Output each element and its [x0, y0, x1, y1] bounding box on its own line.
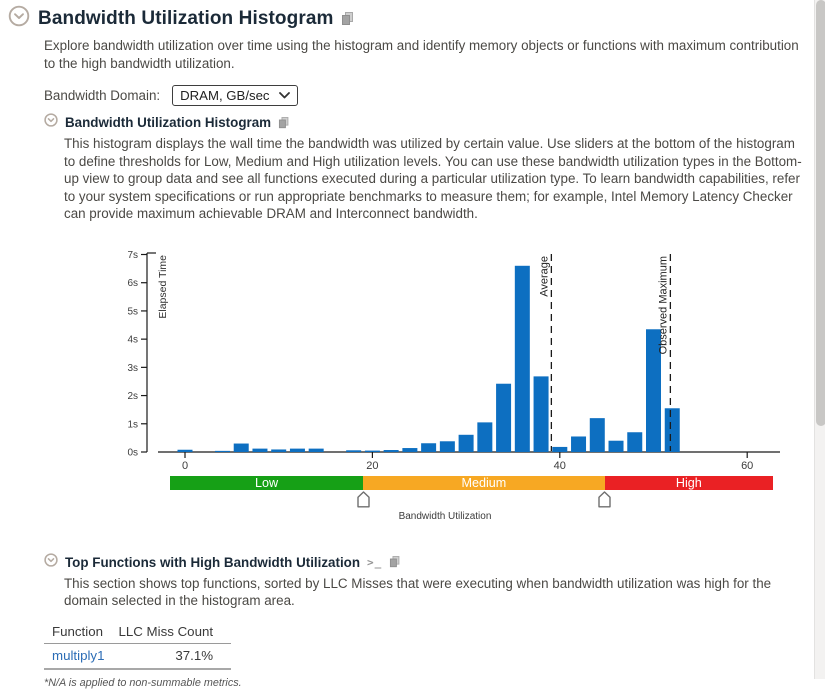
y-tick-label: 0s [127, 447, 138, 458]
copy-icon[interactable] [390, 556, 401, 568]
top-functions-description: This section shows top functions, sorted… [64, 575, 812, 610]
histogram-section-header: Bandwidth Utilization Histogram [44, 113, 812, 132]
top-functions-header: Top Functions with High Bandwidth Utiliz… [44, 553, 812, 572]
histogram-bar [477, 422, 492, 452]
bandwidth-domain-row: Bandwidth Domain: DRAM, GB/sec [44, 85, 812, 106]
histogram-bar [290, 448, 305, 451]
histogram-bar [459, 434, 474, 451]
collapse-section-icon[interactable] [44, 113, 58, 132]
histogram-bar [215, 450, 230, 451]
histogram-bar [440, 441, 455, 452]
histogram-bar [309, 448, 324, 451]
y-tick-label: 3s [127, 362, 138, 373]
column-header-llc-miss-count[interactable]: LLC Miss Count [104, 621, 231, 644]
main-section-header: Bandwidth Utilization Histogram [8, 5, 812, 32]
collapse-section-icon[interactable] [44, 553, 58, 572]
histogram-bar [365, 450, 380, 451]
histogram-bar [590, 418, 605, 452]
annotation-label: Average [538, 256, 550, 297]
chart-x-axis-title: Bandwidth Utilization [137, 511, 753, 522]
y-tick-label: 7s [127, 250, 138, 261]
bandwidth-domain-select[interactable]: DRAM, GB/sec [172, 85, 297, 106]
y-tick-label: 1s [127, 419, 138, 430]
top-functions-table: Function LLC Miss Count multiply1 37.1% [44, 621, 231, 670]
bandwidth-histogram-chart: 0s 1s 2s 3s 4s 5s 6s 7s Elapsed Time 0 20 40 60 Avera… [8, 239, 808, 524]
histogram-bar [534, 376, 549, 452]
scrollbar-track[interactable] [814, 0, 825, 679]
annotation-label: Observed Maximum [657, 256, 669, 354]
histogram-bar [496, 383, 511, 451]
band-low: Low [170, 476, 363, 490]
histogram-section-description: This histogram displays the wall time th… [64, 135, 808, 223]
histogram-bar [421, 443, 436, 452]
command-line-icon[interactable]: >_ [367, 556, 382, 569]
summary-page: Bandwidth Utilization Histogram Explore … [0, 0, 812, 679]
table-header-row: Function LLC Miss Count [44, 621, 231, 644]
histogram-bar [515, 265, 530, 451]
bandwidth-domain-value: DRAM, GB/sec [180, 88, 269, 103]
copy-icon[interactable] [342, 12, 355, 26]
histogram-bar [609, 440, 624, 451]
y-tick-label: 4s [127, 334, 138, 345]
histogram-bar [234, 443, 249, 451]
histogram-bar [571, 436, 586, 452]
bandwidth-domain-label: Bandwidth Domain: [44, 88, 160, 103]
histogram-bar [346, 450, 361, 452]
threshold-slider-low-medium[interactable] [357, 491, 370, 508]
y-tick-label: 6s [127, 278, 138, 289]
copy-icon[interactable] [279, 117, 290, 129]
top-functions-section: Top Functions with High Bandwidth Utiliz… [8, 553, 812, 689]
y-tick-label: 5s [127, 306, 138, 317]
scrollbar-thumb[interactable] [816, 0, 825, 426]
page-description: Explore bandwidth utilization over time … [44, 37, 800, 73]
page-title: Bandwidth Utilization Histogram [38, 8, 334, 30]
function-link[interactable]: multiply1 [52, 648, 104, 663]
histogram-bar [665, 408, 680, 452]
histogram-bar [384, 450, 399, 452]
histogram-plot: 0s 1s 2s 3s 4s 5s 6s 7s Elapsed Time 0 20 40 60 Avera… [8, 246, 808, 474]
histogram-bar [271, 449, 286, 452]
x-tick-label: 40 [554, 460, 566, 472]
histogram-bar [178, 449, 193, 451]
band-high: High [605, 476, 773, 490]
chevron-down-icon [279, 92, 290, 99]
histogram-bar [252, 448, 267, 451]
histogram-section-title: Bandwidth Utilization Histogram [65, 115, 271, 130]
histogram-bar [552, 446, 567, 451]
table-footnote: *N/A is applied to non-summable metrics. [44, 677, 812, 689]
histogram-bar [627, 432, 642, 452]
x-tick-label: 0 [182, 460, 188, 472]
x-tick-label: 60 [741, 460, 753, 472]
band-medium: Medium [363, 476, 605, 490]
histogram-bar [402, 448, 417, 452]
x-tick-label: 20 [366, 460, 378, 472]
llc-miss-count-value: 37.1% [104, 643, 231, 669]
top-functions-title: Top Functions with High Bandwidth Utiliz… [65, 555, 360, 570]
y-tick-label: 2s [127, 391, 138, 402]
threshold-slider-medium-high[interactable] [598, 491, 611, 508]
table-row: multiply1 37.1% [44, 643, 231, 669]
y-axis-title: Elapsed Time [157, 254, 169, 318]
collapse-section-icon[interactable] [8, 5, 30, 32]
column-header-function[interactable]: Function [44, 621, 104, 644]
